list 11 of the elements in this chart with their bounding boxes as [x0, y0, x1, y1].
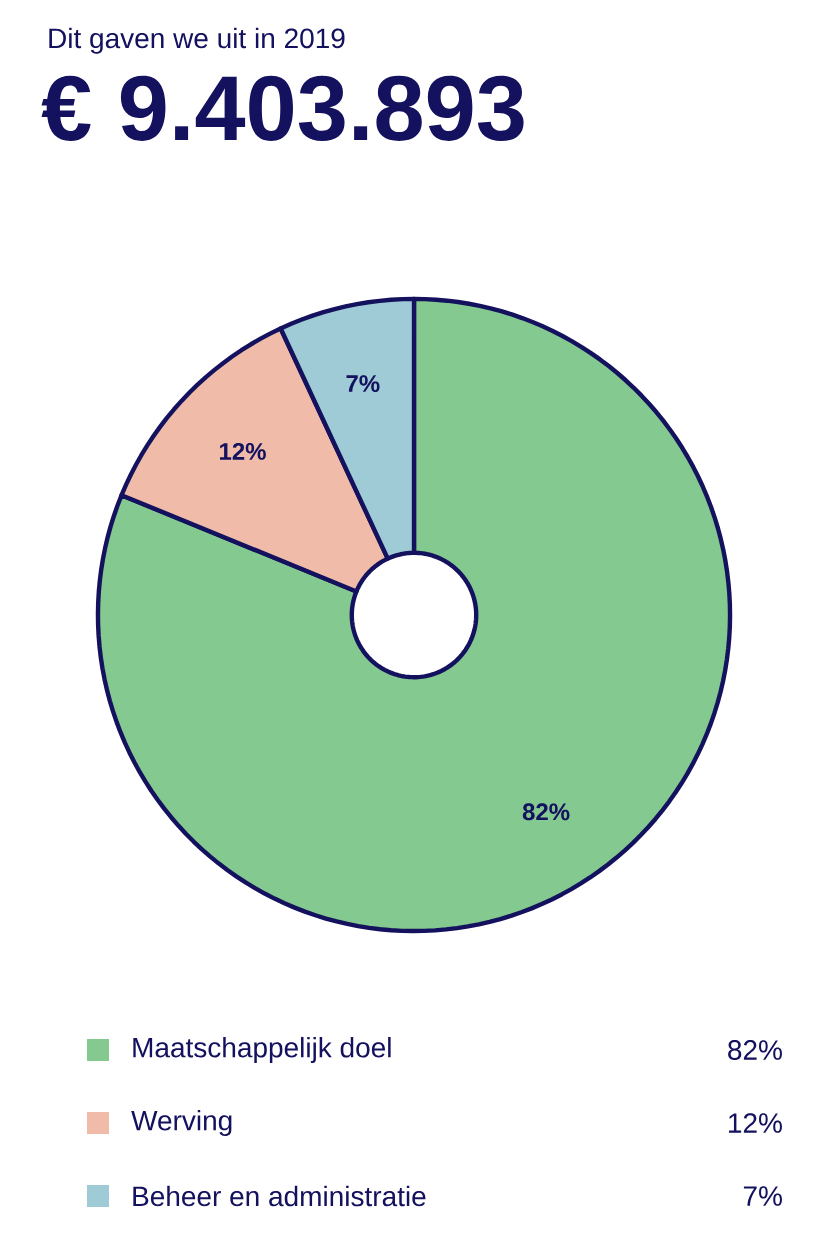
legend-label: Maatschappelijk doel [133, 1036, 391, 1064]
legend-label: Beheer en administratie [133, 1185, 426, 1207]
text: 12% [729, 1113, 782, 1133]
chart-subtitle: € 9.403.893 [41, 75, 524, 142]
text: 82% [728, 1040, 782, 1060]
text: 7% [743, 1186, 782, 1206]
data-label: 12% [220, 442, 266, 460]
data-label: 7% [346, 375, 380, 393]
legend-label: Werving [131, 1109, 232, 1137]
data-label: 82% [522, 803, 570, 821]
chart-title: Dit gaven we uit in 2019 [49, 27, 345, 54]
